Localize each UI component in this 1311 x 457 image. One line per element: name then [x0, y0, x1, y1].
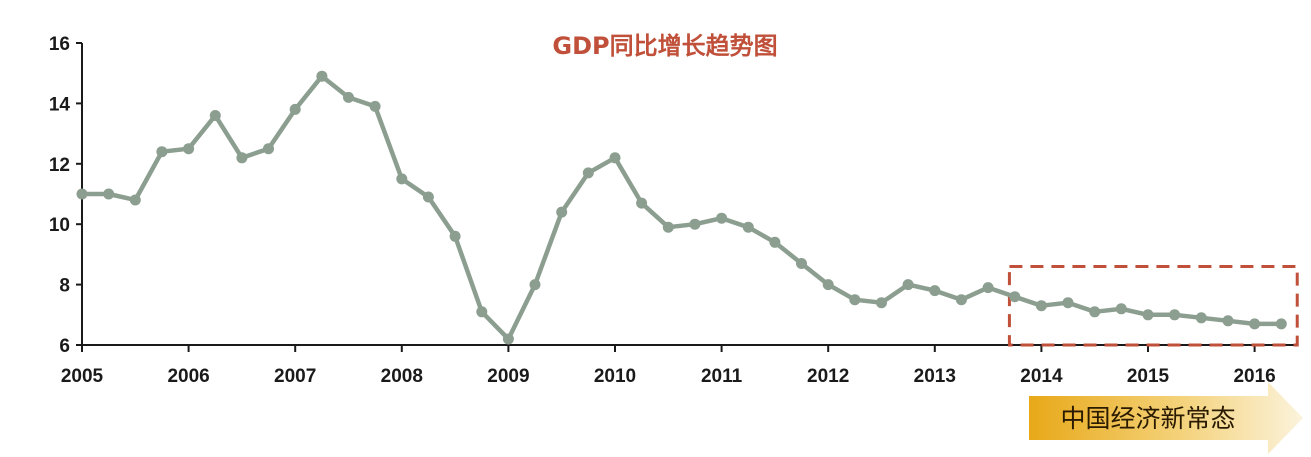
data-point	[689, 218, 701, 230]
data-point	[849, 294, 861, 306]
data-point	[263, 143, 274, 155]
y-tick-label: 6	[59, 336, 70, 357]
data-point	[982, 282, 994, 294]
data-point	[1275, 318, 1287, 330]
data-point	[289, 103, 301, 115]
x-tick-label: 2016	[1233, 366, 1275, 387]
data-point	[822, 279, 834, 291]
x-tick-label: 2013	[914, 366, 956, 387]
x-tick-label: 2015	[1127, 366, 1170, 387]
y-axis-ticks: 6 8 10 12 14 16	[49, 34, 82, 357]
data-point	[396, 173, 408, 185]
data-point	[1009, 291, 1021, 303]
y-tick-label: 12	[49, 155, 70, 176]
data-point	[103, 188, 115, 200]
data-point	[609, 152, 621, 164]
data-point	[369, 100, 381, 112]
data-point	[502, 333, 514, 345]
y-tick-label: 16	[49, 34, 70, 55]
banner-arrow-shape	[1029, 382, 1303, 454]
x-tick-label: 2005	[61, 366, 104, 387]
data-point	[582, 167, 594, 179]
x-tick-label: 2007	[274, 366, 316, 387]
data-point	[902, 279, 914, 291]
series-gdp-growth	[76, 70, 1287, 345]
data-point	[742, 221, 754, 233]
new-normal-highlight-box	[1007, 264, 1299, 347]
data-point	[769, 236, 781, 248]
new-normal-banner: 中国经济新常态	[1029, 382, 1303, 454]
data-point	[716, 212, 728, 224]
data-point	[796, 258, 807, 269]
data-point	[556, 206, 568, 218]
dashed-highlight-rect	[1007, 264, 1299, 347]
data-point	[76, 188, 88, 200]
y-tick-label: 8	[59, 276, 70, 297]
x-axis-ticks: 2005 2006 2007 2008 2009 2010 2011 2012 2013 2014…	[61, 345, 1276, 387]
banner-label: 中国经济新常态	[1060, 404, 1235, 433]
data-point	[209, 110, 221, 121]
y-tick-label: 14	[49, 94, 71, 115]
data-point	[422, 191, 434, 203]
data-point	[449, 230, 461, 242]
data-point	[1142, 309, 1154, 321]
data-point	[1249, 318, 1261, 330]
data-point	[343, 91, 354, 103]
x-tick-label: 2010	[594, 366, 636, 387]
data-point	[236, 152, 248, 164]
data-point	[1062, 297, 1074, 309]
data-point	[476, 306, 488, 318]
data-point	[662, 221, 674, 233]
series-line	[79, 73, 1284, 342]
data-point	[183, 143, 195, 155]
data-point	[1169, 309, 1181, 321]
data-point	[1222, 315, 1234, 327]
x-tick-label: 2008	[381, 366, 423, 387]
data-point	[1035, 300, 1047, 312]
chart-title: GDP同比增长趋势图	[552, 32, 777, 60]
data-point	[876, 297, 887, 309]
x-tick-label: 2012	[807, 366, 849, 387]
data-point	[1195, 312, 1207, 324]
x-tick-label: 2006	[167, 366, 209, 387]
data-point	[955, 294, 967, 306]
data-point	[529, 279, 541, 291]
data-point	[156, 146, 168, 158]
x-tick-label: 2011	[701, 366, 743, 387]
data-point	[929, 285, 941, 297]
data-point	[129, 194, 141, 206]
y-tick-label: 10	[49, 215, 70, 236]
data-point	[636, 197, 648, 209]
data-point	[1089, 306, 1101, 318]
axes	[81, 43, 1296, 346]
x-tick-label: 2009	[487, 366, 529, 387]
data-point	[1115, 303, 1127, 315]
x-tick-label: 2014	[1020, 366, 1063, 387]
data-point	[316, 70, 328, 82]
